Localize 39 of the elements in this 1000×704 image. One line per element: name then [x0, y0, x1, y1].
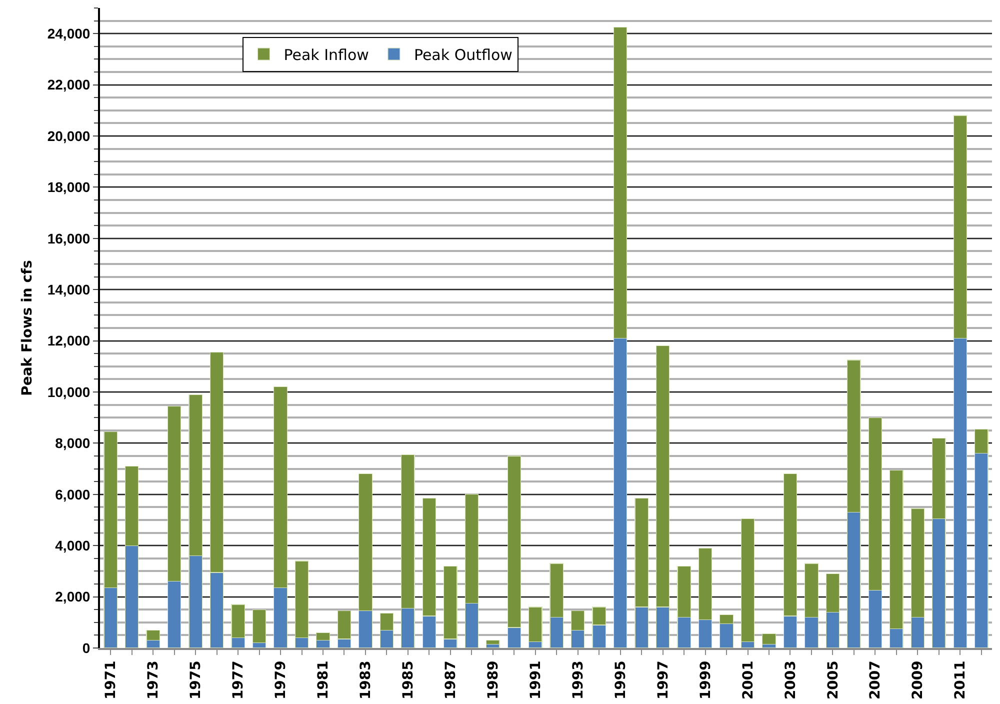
- y-tick-label: 8,000: [55, 435, 90, 452]
- legend-label: Peak Inflow: [284, 46, 369, 64]
- y-tick-label: 20,000: [47, 128, 90, 144]
- y-tick-label: 12,000: [47, 332, 90, 349]
- x-tick-label: 2001: [740, 660, 756, 700]
- x-tick-label: 1983: [358, 660, 374, 700]
- y-tick-label: 0: [82, 640, 90, 656]
- y-tick-label: 2,000: [55, 588, 90, 605]
- x-tick-label: 1979: [273, 660, 290, 700]
- x-tick-label: 1981: [316, 660, 332, 700]
- y-tick-label: 22,000: [47, 76, 90, 93]
- x-tick-label: 1987: [442, 660, 459, 700]
- y-tick-label: 6,000: [55, 486, 90, 502]
- y-tick-label: 4,000: [55, 538, 90, 554]
- x-tick-label: 1993: [570, 660, 586, 700]
- x-tick-label: 2005: [825, 660, 842, 700]
- bar: [486, 640, 500, 644]
- y-tick-label: 10,000: [47, 384, 90, 400]
- legend-label: Peak Outflow: [414, 46, 512, 64]
- x-tick-label: 2003: [782, 660, 799, 700]
- x-tick-label: 1973: [146, 660, 162, 700]
- y-tick-label: 24,000: [47, 26, 90, 42]
- x-tick-label: 1995: [612, 660, 629, 700]
- x-tick-label: 1989: [485, 660, 502, 700]
- x-tick-label: 1991: [528, 660, 544, 700]
- bar: [762, 634, 776, 644]
- x-tick-label: 1971: [103, 660, 120, 700]
- y-axis-title: Peak Flows in cfs: [19, 260, 36, 396]
- x-tick-label: 1997: [655, 660, 672, 700]
- x-tick-label: 1985: [400, 660, 416, 700]
- x-tick-label: 2009: [910, 660, 926, 700]
- x-tick-label: 1975: [188, 660, 204, 700]
- x-tick-label: 2011: [952, 660, 969, 700]
- y-tick-label: 18,000: [47, 179, 90, 196]
- y-tick-label: 16,000: [47, 230, 90, 246]
- x-tick-label: 2007: [868, 660, 884, 700]
- y-tick-label: 14,000: [47, 282, 90, 298]
- x-tick-label: 1977: [230, 660, 247, 700]
- x-tick-label: 1999: [698, 660, 714, 700]
